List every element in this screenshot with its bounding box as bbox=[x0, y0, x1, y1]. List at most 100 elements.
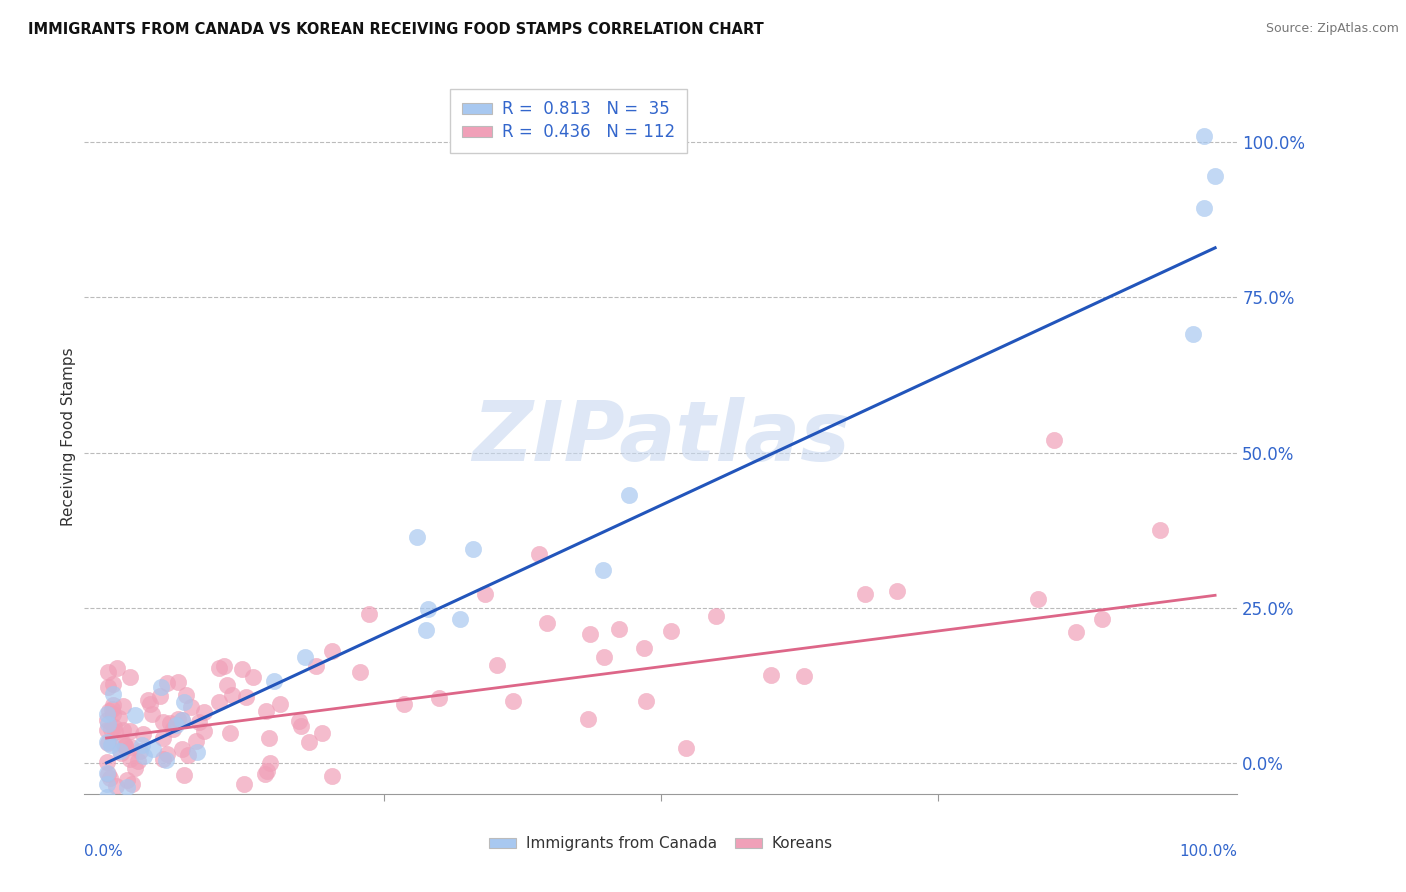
Point bbox=[195, 841, 218, 855]
Point bbox=[1181, 327, 1204, 342]
Point bbox=[219, 726, 242, 740]
Point bbox=[103, 698, 125, 713]
Point bbox=[155, 676, 177, 690]
Point bbox=[173, 768, 195, 782]
Point bbox=[162, 722, 184, 736]
Point bbox=[101, 706, 124, 721]
Text: 0.0%: 0.0% bbox=[84, 844, 124, 859]
Point bbox=[97, 736, 120, 750]
Point bbox=[103, 724, 125, 739]
Point bbox=[97, 665, 120, 680]
Point bbox=[416, 602, 439, 616]
Point bbox=[1091, 612, 1114, 626]
Text: Source: ZipAtlas.com: Source: ZipAtlas.com bbox=[1265, 22, 1399, 36]
Point bbox=[527, 547, 550, 561]
Point bbox=[121, 777, 143, 791]
Point bbox=[152, 751, 174, 765]
Point bbox=[115, 772, 138, 787]
Point bbox=[121, 740, 143, 755]
Point bbox=[232, 777, 254, 791]
Y-axis label: Receiving Food Stamps: Receiving Food Stamps bbox=[60, 348, 76, 526]
Point bbox=[215, 678, 238, 692]
Point bbox=[212, 658, 235, 673]
Point bbox=[256, 704, 278, 718]
Point bbox=[96, 713, 118, 727]
Point bbox=[349, 665, 371, 680]
Point bbox=[100, 722, 122, 736]
Point bbox=[208, 661, 231, 675]
Point bbox=[112, 723, 135, 737]
Point bbox=[132, 749, 155, 764]
Point bbox=[259, 756, 281, 771]
Point bbox=[98, 771, 121, 785]
Text: 100.0%: 100.0% bbox=[1180, 844, 1237, 859]
Point bbox=[193, 724, 215, 739]
Point bbox=[96, 766, 118, 780]
Point bbox=[659, 624, 682, 638]
Point bbox=[402, 814, 425, 829]
Point bbox=[305, 659, 328, 673]
Point bbox=[607, 622, 630, 636]
Point bbox=[793, 669, 815, 683]
Point bbox=[97, 767, 120, 781]
Point bbox=[269, 697, 291, 711]
Legend: Immigrants from Canada, Koreans: Immigrants from Canada, Koreans bbox=[482, 830, 839, 857]
Point bbox=[131, 727, 153, 741]
Point bbox=[290, 718, 312, 732]
Point bbox=[886, 584, 908, 599]
Point bbox=[174, 689, 197, 703]
Point bbox=[156, 747, 179, 761]
Point bbox=[675, 740, 697, 755]
Point bbox=[207, 797, 229, 812]
Point bbox=[96, 790, 118, 805]
Point bbox=[166, 712, 188, 726]
Point bbox=[110, 744, 132, 758]
Point bbox=[502, 694, 524, 708]
Point bbox=[761, 667, 783, 681]
Point bbox=[405, 530, 427, 544]
Point bbox=[321, 769, 343, 783]
Point bbox=[579, 627, 602, 641]
Point bbox=[115, 780, 138, 794]
Point bbox=[394, 697, 416, 711]
Text: ZIPatlas: ZIPatlas bbox=[472, 397, 849, 477]
Point bbox=[257, 731, 280, 745]
Point bbox=[311, 725, 333, 739]
Point bbox=[242, 670, 264, 684]
Point bbox=[167, 675, 190, 690]
Point bbox=[124, 801, 146, 815]
Point bbox=[1192, 129, 1215, 144]
Point bbox=[114, 739, 136, 754]
Point bbox=[110, 746, 132, 760]
Point bbox=[592, 563, 614, 577]
Point bbox=[1026, 591, 1049, 606]
Point bbox=[235, 690, 257, 705]
Point bbox=[357, 607, 380, 621]
Point bbox=[429, 691, 451, 706]
Point bbox=[1043, 433, 1066, 447]
Point bbox=[294, 650, 316, 665]
Point bbox=[118, 723, 141, 738]
Point bbox=[298, 735, 321, 749]
Point bbox=[321, 644, 343, 658]
Point bbox=[449, 612, 471, 626]
Point bbox=[486, 657, 509, 672]
Point bbox=[96, 777, 118, 791]
Point bbox=[1149, 524, 1171, 538]
Text: IMMIGRANTS FROM CANADA VS KOREAN RECEIVING FOOD STAMPS CORRELATION CHART: IMMIGRANTS FROM CANADA VS KOREAN RECEIVI… bbox=[28, 22, 763, 37]
Point bbox=[97, 681, 120, 695]
Point bbox=[112, 698, 135, 713]
Point bbox=[105, 661, 128, 675]
Point bbox=[131, 738, 153, 752]
Point bbox=[103, 805, 125, 819]
Point bbox=[100, 702, 122, 716]
Point bbox=[853, 587, 876, 601]
Point bbox=[152, 731, 174, 746]
Point bbox=[592, 650, 614, 665]
Point bbox=[149, 680, 172, 694]
Point bbox=[149, 690, 172, 704]
Point bbox=[704, 608, 727, 623]
Point bbox=[193, 705, 215, 719]
Point bbox=[173, 695, 195, 709]
Point bbox=[97, 717, 120, 731]
